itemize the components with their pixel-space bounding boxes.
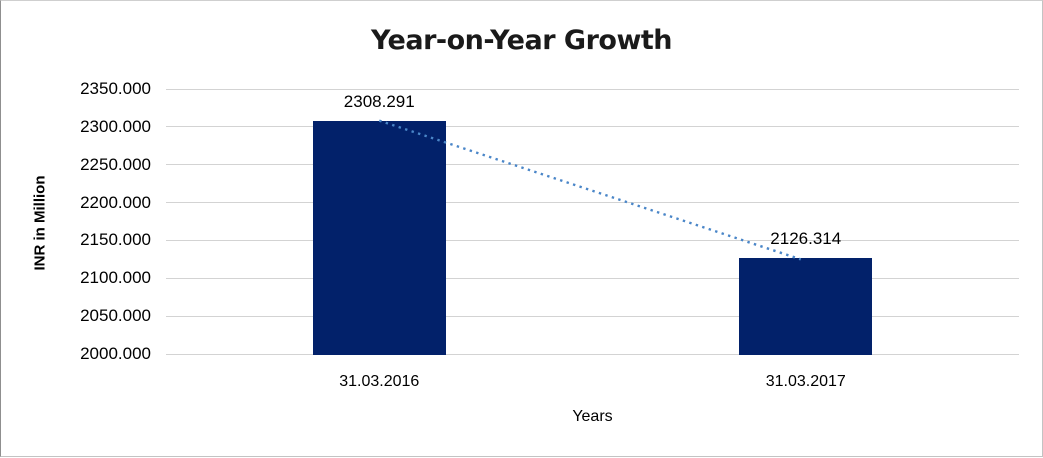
x-axis-title: Years [572,408,613,425]
bar [312,120,446,355]
y-axis-tick-label: 2300.000 [80,116,151,136]
y-axis-tick-label: 2100.000 [80,268,151,288]
y-axis-tick-label: 2050.000 [80,306,151,326]
gridline [166,88,1019,90]
x-axis-category-label: 31.03.2016 [339,373,420,390]
y-axis-tick-label: 2350.000 [80,79,151,98]
gridline [166,239,1019,241]
x-axis-category-label: 31.03.2017 [765,373,846,390]
y-axis-tick-label: 2000.000 [80,344,151,363]
gridline [166,353,1019,355]
bar [739,258,873,355]
y-axis-tick-label: 2200.000 [80,192,151,212]
chart-title: Year-on-Year Growth [370,25,673,56]
y-axis-tick-label: 2250.000 [80,154,151,174]
gridline [166,164,1019,166]
bar-data-label: 2308.291 [343,91,415,111]
gridline [166,126,1019,128]
y-axis-title: INR in Million [31,175,49,271]
gridline [166,277,1019,279]
y-axis-tick-label: 2150.000 [80,230,151,250]
bar-data-label: 2126.314 [770,229,842,249]
gridline [166,202,1019,204]
gridline [166,315,1019,317]
